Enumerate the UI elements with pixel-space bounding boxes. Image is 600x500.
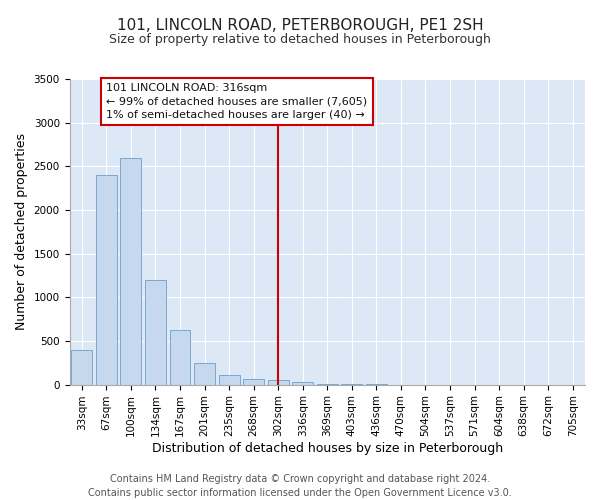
Bar [170,330,190,384]
X-axis label: Distribution of detached houses by size in Peterborough: Distribution of detached houses by size … [152,442,503,455]
Bar [145,280,166,384]
Text: 101, LINCOLN ROAD, PETERBOROUGH, PE1 2SH: 101, LINCOLN ROAD, PETERBOROUGH, PE1 2SH [116,18,484,32]
Bar [218,375,239,384]
Text: 101 LINCOLN ROAD: 316sqm
← 99% of detached houses are smaller (7,605)
1% of semi: 101 LINCOLN ROAD: 316sqm ← 99% of detach… [106,84,367,120]
Text: Contains HM Land Registry data © Crown copyright and database right 2024.
Contai: Contains HM Land Registry data © Crown c… [88,474,512,498]
Bar [243,380,264,384]
Bar [71,350,92,384]
Bar [194,363,215,384]
Bar [121,158,142,384]
Bar [96,175,117,384]
Bar [292,382,313,384]
Bar [268,380,289,384]
Y-axis label: Number of detached properties: Number of detached properties [15,134,28,330]
Text: Size of property relative to detached houses in Peterborough: Size of property relative to detached ho… [109,32,491,46]
